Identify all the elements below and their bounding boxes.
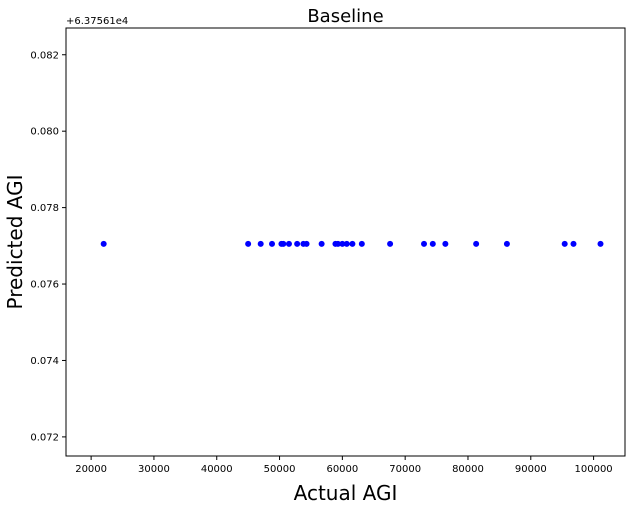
- chart-title: Baseline: [307, 6, 383, 27]
- y-tick-label: 0.072: [30, 432, 59, 443]
- data-point: [334, 240, 341, 247]
- x-tick-label: 70000: [389, 464, 421, 475]
- y-tick-label: 0.078: [30, 203, 59, 214]
- x-tick-label: 60000: [326, 464, 358, 475]
- data-point: [387, 240, 394, 247]
- x-ticks: 20000 30000 40000 50000 60000 70000 80000 90000…: [75, 456, 613, 475]
- x-tick-label: 30000: [138, 464, 170, 475]
- data-point: [303, 240, 310, 247]
- data-point: [100, 240, 107, 247]
- y-tick-label: 0.080: [30, 127, 59, 138]
- y-tick-label: 0.074: [30, 356, 59, 367]
- data-point: [318, 240, 325, 247]
- y-axis-title: Predicted AGI: [3, 175, 27, 310]
- data-point: [257, 240, 264, 247]
- data-point: [358, 240, 365, 247]
- y-offset-label: +6.37561e4: [66, 16, 128, 27]
- x-tick-label: 50000: [264, 464, 296, 475]
- x-tick-label: 90000: [515, 464, 547, 475]
- x-tick-label: 40000: [201, 464, 233, 475]
- data-points: [100, 240, 604, 247]
- data-point: [339, 240, 346, 247]
- data-point: [570, 240, 577, 247]
- x-tick-label: 100000: [575, 464, 613, 475]
- data-point: [429, 240, 436, 247]
- data-point: [349, 240, 356, 247]
- data-point: [285, 240, 292, 247]
- data-point: [280, 240, 287, 247]
- data-point: [503, 240, 510, 247]
- x-tick-label: 20000: [75, 464, 107, 475]
- data-point: [421, 240, 428, 247]
- data-point: [597, 240, 604, 247]
- plot-frame: [65, 27, 626, 457]
- data-point: [473, 240, 480, 247]
- y-tick-label: 0.076: [30, 280, 59, 291]
- y-ticks: 0.072 0.074 0.076 0.078 0.080 0.082: [30, 50, 66, 443]
- data-point: [442, 240, 449, 247]
- data-point: [343, 240, 350, 247]
- y-tick-label: 0.082: [30, 50, 59, 61]
- x-axis-title: Actual AGI: [294, 481, 398, 505]
- x-tick-label: 80000: [452, 464, 484, 475]
- data-point: [269, 240, 276, 247]
- data-point: [245, 240, 252, 247]
- data-point: [561, 240, 568, 247]
- data-point: [294, 240, 301, 247]
